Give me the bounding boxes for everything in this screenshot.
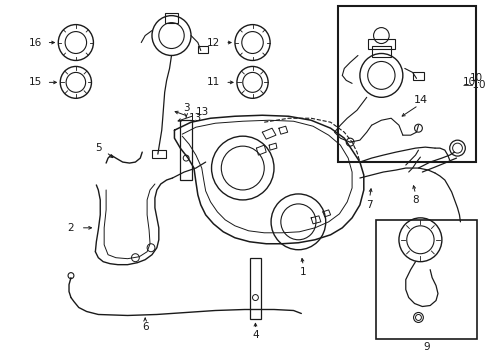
Text: 13: 13 <box>189 113 202 123</box>
Bar <box>198 45 208 54</box>
Text: 1: 1 <box>300 267 307 276</box>
Text: 11: 11 <box>207 77 220 87</box>
Bar <box>339 6 476 162</box>
Text: 3: 3 <box>183 103 190 113</box>
Text: 16: 16 <box>29 37 43 48</box>
Text: 15: 15 <box>29 77 43 87</box>
Bar <box>249 258 261 319</box>
Bar <box>180 120 192 180</box>
Text: 5: 5 <box>95 143 101 153</box>
Text: 10: 10 <box>463 77 476 87</box>
Bar <box>368 39 395 49</box>
Text: 10: 10 <box>469 73 483 84</box>
Text: 8: 8 <box>412 195 419 205</box>
Bar <box>152 150 166 158</box>
Bar <box>371 45 391 58</box>
Bar <box>376 220 477 339</box>
Text: 12: 12 <box>207 37 220 48</box>
Bar <box>413 72 424 80</box>
Text: 2: 2 <box>68 223 74 233</box>
Text: 4: 4 <box>252 330 259 341</box>
Text: 6: 6 <box>142 323 148 332</box>
Text: —10: —10 <box>463 80 486 90</box>
Text: 9: 9 <box>423 342 430 352</box>
Text: 7: 7 <box>367 200 373 210</box>
Bar <box>165 13 178 23</box>
Text: 13: 13 <box>196 107 209 117</box>
Text: 14: 14 <box>414 95 427 105</box>
